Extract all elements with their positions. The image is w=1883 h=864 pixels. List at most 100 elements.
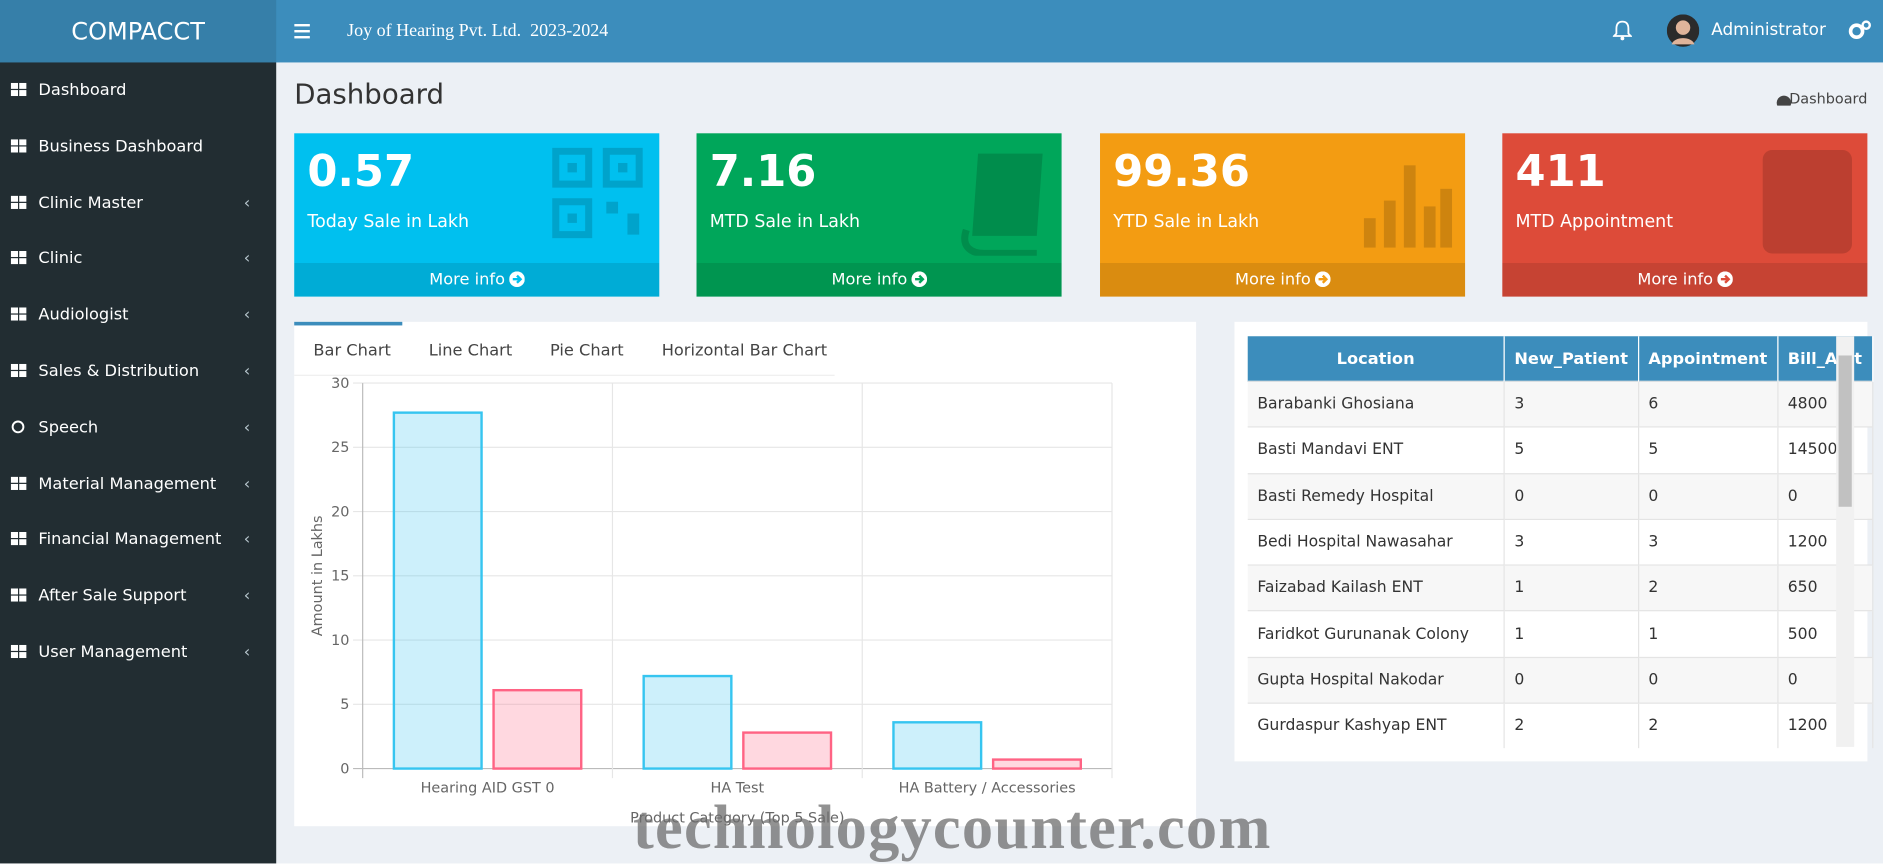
more-info[interactable]: More info — [1502, 262, 1868, 297]
column-header: Bill_Amt — [1777, 336, 1873, 382]
more-info-label[interactable]: More info — [831, 270, 908, 290]
sidebar-item[interactable]: Financial Management ‹ — [0, 516, 276, 564]
sidebar-item[interactable]: After Sale Support ‹ — [0, 572, 276, 620]
sidebar-label: Material Management — [38, 473, 217, 494]
sidebar-label: Sales & Distribution — [38, 361, 200, 381]
table-body: Barabanki Ghosiana 3 6 4800 Basti Mandavi EN… — [1247, 380, 1873, 749]
sidebar-label: Clinic Master — [38, 192, 143, 213]
scrollbar[interactable] — [1836, 336, 1855, 747]
chevron: ‹ — [243, 361, 251, 381]
sidebar-label: Business Dashboard — [38, 136, 204, 156]
page-title: Dashboard — [294, 79, 445, 111]
card-label: Today Sale in Lakh — [307, 212, 470, 232]
arrow-icon — [910, 271, 927, 288]
card-label: MTD Sale in Lakh — [709, 212, 861, 232]
table-cell: 3 — [1504, 380, 1639, 428]
table-cell: 5 — [1638, 426, 1779, 474]
sidebar-icon — [10, 139, 27, 153]
table-cell: 0 — [1504, 656, 1639, 704]
table-cell: Faridkot Gurunanak Colony — [1247, 610, 1505, 658]
sidebar-item[interactable]: Audiologist ‹ — [0, 291, 276, 339]
notifications[interactable] — [1612, 20, 1633, 41]
chart-tab[interactable]: Bar Chart — [313, 341, 391, 361]
sidebar-item[interactable]: Business Dashboard — [0, 122, 276, 170]
sidebar-label: Speech — [38, 417, 99, 437]
table-cell: 2 — [1638, 702, 1779, 749]
arrow-icon — [1716, 271, 1733, 288]
sidebar-label: Clinic — [38, 249, 83, 269]
scroll-thumb[interactable] — [1838, 355, 1852, 507]
table-cell: 14500 — [1777, 426, 1873, 474]
avatar[interactable] — [1666, 14, 1700, 47]
more-info-label[interactable]: More info — [429, 270, 506, 290]
menu-toggle[interactable] — [294, 23, 311, 40]
card-value: 0.57 — [307, 147, 415, 197]
sidebar-item[interactable]: Material Management ‹ — [0, 459, 276, 507]
table-row: Barabanki Ghosiana 3 6 4800 — [1247, 380, 1873, 428]
info-card: 99.36 YTD Sale in Lakh More info — [1100, 133, 1466, 297]
sidebar-label: After Sale Support — [38, 586, 187, 606]
chevron: ‹ — [243, 305, 251, 325]
card-label: YTD Sale in Lakh — [1113, 212, 1260, 232]
tab-divider — [294, 374, 835, 376]
chevron: ‹ — [243, 473, 251, 494]
table-cell: 0 — [1777, 656, 1873, 704]
table-cell: Basti Mandavi ENT — [1247, 426, 1505, 474]
location-table: Location New_Patient Appointment Bill_Amt Ba… — [1247, 336, 1873, 749]
chart-tab[interactable]: Pie Chart — [550, 341, 624, 361]
table-row: Bedi Hospital Nawasahar 3 3 1200 — [1247, 518, 1873, 566]
table-cell: Bedi Hospital Nawasahar — [1247, 518, 1505, 566]
sidebar-icon — [10, 195, 27, 209]
sidebar-item[interactable]: Dashboard — [0, 66, 276, 114]
arrow-icon — [508, 271, 525, 288]
table-cell: 3 — [1638, 518, 1779, 566]
card-icon — [1363, 165, 1453, 248]
table-cell: Gupta Hospital Nakodar — [1247, 656, 1505, 704]
table-row: Basti Remedy Hospital 0 0 0 — [1247, 472, 1873, 520]
chevron: ‹ — [243, 417, 251, 437]
column-header: New_Patient — [1504, 336, 1639, 382]
table-header: Location New_Patient Appointment Bill_Amt — [1247, 336, 1873, 382]
chart-tab[interactable]: Horizontal Bar Chart — [661, 341, 828, 361]
sidebar-item[interactable]: Clinic ‹ — [0, 235, 276, 283]
chevron: ‹ — [243, 642, 251, 662]
more-info[interactable]: More info — [1100, 262, 1466, 297]
sidebar-item[interactable]: User Management ‹ — [0, 628, 276, 676]
sidebar: Dashboard Business Dashboard Clinic Master… — [0, 62, 277, 864]
table-cell: 2 — [1638, 564, 1779, 612]
brand[interactable]: COMPACCT — [0, 0, 277, 63]
sidebar-item[interactable]: Clinic Master ‹ — [0, 178, 276, 226]
settings[interactable] — [1848, 19, 1872, 41]
card-value: 411 — [1515, 147, 1606, 197]
chart-panel — [294, 321, 1197, 827]
sidebar-icon — [10, 532, 27, 546]
breadcrumb-icon — [1776, 95, 1792, 106]
more-info-label[interactable]: More info — [1235, 270, 1311, 290]
sidebar-icon — [10, 588, 27, 602]
table-cell: 1 — [1638, 610, 1779, 658]
arrow-icon — [1314, 271, 1331, 288]
table-cell: 1 — [1504, 564, 1639, 612]
table-cell: Gurdaspur Kashyap ENT — [1247, 702, 1505, 749]
user-name[interactable]: Administrator — [1711, 20, 1826, 40]
column-header: Location — [1247, 336, 1505, 382]
table-cell: 0 — [1638, 472, 1779, 520]
breadcrumb[interactable]: Dashboard — [1789, 90, 1868, 107]
table-cell: 650 — [1777, 564, 1873, 612]
sidebar-label: User Management — [38, 642, 188, 662]
more-info[interactable]: More info — [696, 262, 1062, 297]
more-info[interactable]: More info — [294, 262, 660, 297]
table-cell: 0 — [1504, 472, 1639, 520]
active-tab-indicator — [294, 321, 403, 326]
sidebar-icon — [10, 363, 27, 378]
sidebar-icon — [10, 82, 27, 97]
sidebar-label: Audiologist — [38, 305, 129, 325]
table-cell: Barabanki Ghosiana — [1247, 380, 1505, 428]
card-value: 7.16 — [709, 147, 817, 197]
sidebar-icon — [10, 476, 27, 490]
table-cell: 5 — [1504, 426, 1639, 474]
sidebar-item[interactable]: Speech ‹ — [0, 403, 276, 451]
more-info-label[interactable]: More info — [1637, 270, 1714, 290]
chart-tab[interactable]: Line Chart — [428, 341, 513, 361]
sidebar-item[interactable]: Sales & Distribution ‹ — [0, 347, 276, 395]
